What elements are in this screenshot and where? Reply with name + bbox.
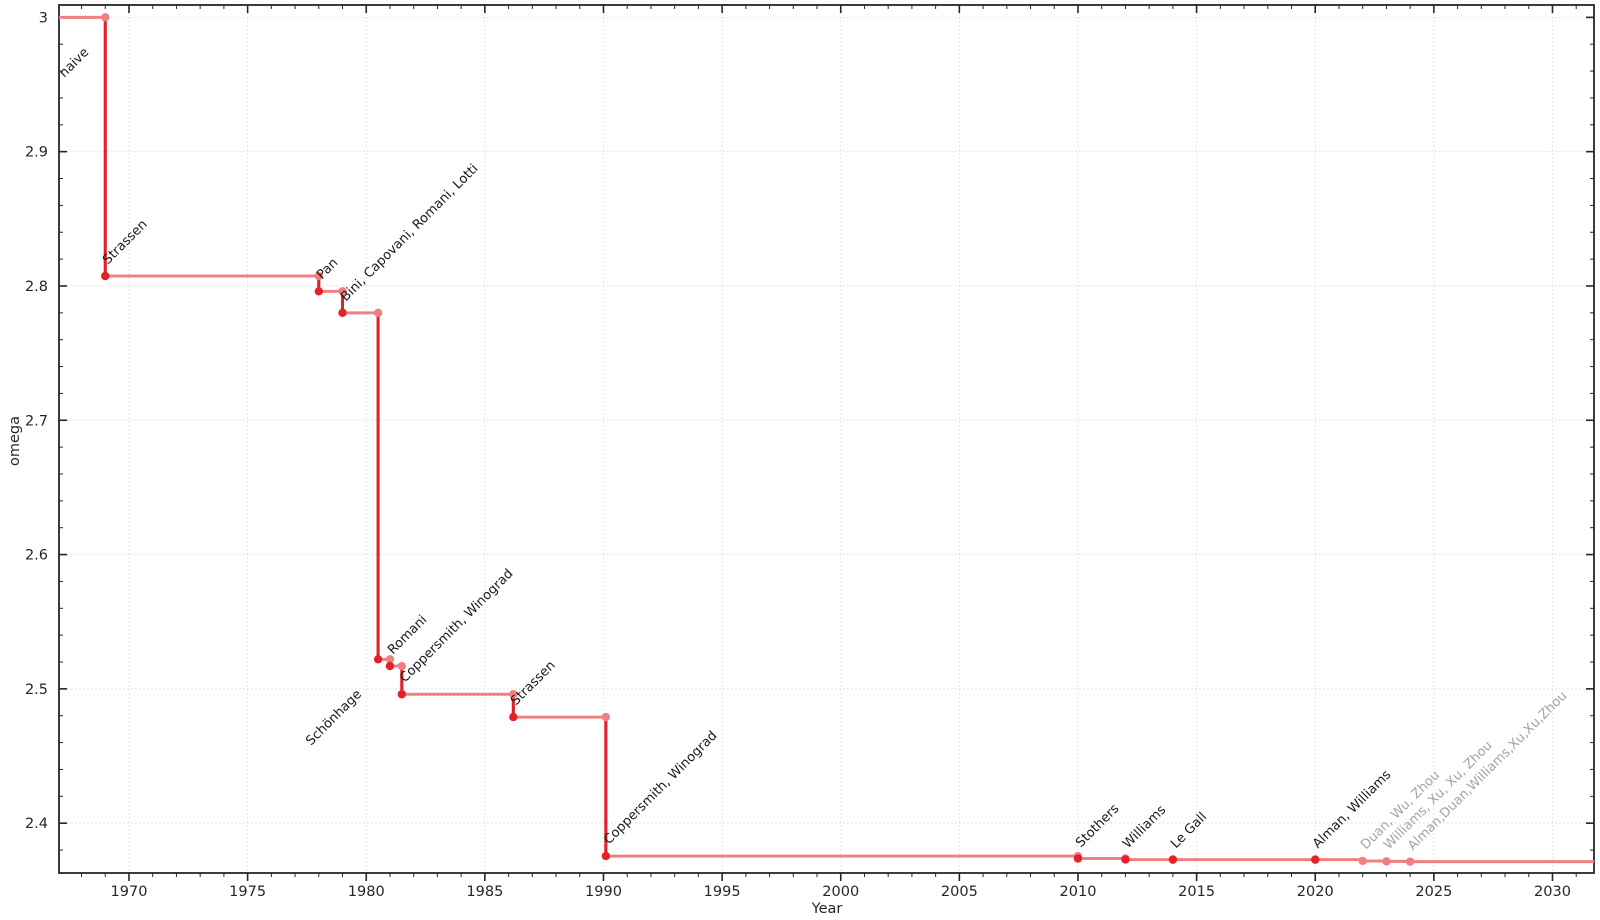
point-williams-2012 bbox=[1121, 855, 1130, 864]
step-line bbox=[59, 15, 1594, 864]
x-tick-label: 1990 bbox=[585, 884, 622, 900]
x-tick-label: 1975 bbox=[229, 884, 266, 900]
y-axis-label: omega bbox=[7, 415, 23, 467]
point-step-pan-1978 bbox=[314, 271, 323, 281]
point-strassen-1986 bbox=[509, 712, 518, 722]
point-step-strassen-1969 bbox=[101, 13, 110, 22]
plot-border bbox=[58, 4, 1595, 874]
x-tick-label: 2000 bbox=[822, 884, 859, 900]
y-tick-label: 2.7 bbox=[25, 413, 48, 429]
y-tick-label: 2.8 bbox=[25, 279, 48, 295]
point-bini-capovani-romani-lotti-1979 bbox=[338, 308, 347, 318]
x-tick-label: 2015 bbox=[1178, 884, 1215, 900]
x-tick-label: 1995 bbox=[704, 884, 741, 900]
x-tick-label: 2025 bbox=[1415, 884, 1452, 900]
ticks bbox=[59, 5, 1594, 881]
x-tick-label: 1980 bbox=[348, 884, 385, 900]
point-coppersmith-winograd-1982 bbox=[397, 690, 407, 699]
point-stothers-2010 bbox=[1073, 854, 1083, 863]
y-tick-label: 2.9 bbox=[25, 145, 48, 161]
point-step-coppersmith-winograd-1982 bbox=[397, 661, 407, 671]
point-step-williams-xu-xu-zhou-2023 bbox=[1382, 857, 1391, 866]
x-tick-label: 2030 bbox=[1534, 884, 1571, 900]
y-tick-label: 2.6 bbox=[25, 548, 48, 564]
gridlines bbox=[59, 5, 1594, 873]
point-schonhage-1981 bbox=[373, 655, 383, 664]
x-axis-label: Year bbox=[811, 901, 843, 917]
data-points bbox=[101, 13, 1415, 866]
x-tick-label: 1970 bbox=[111, 884, 148, 900]
y-tick-label: 3 bbox=[39, 10, 48, 26]
x-tick-label: 1985 bbox=[466, 884, 503, 900]
point-step-schonhage-1981 bbox=[373, 308, 383, 318]
point-le-gall-2014 bbox=[1168, 855, 1178, 864]
x-tick-label: 2005 bbox=[941, 884, 978, 900]
point-step-coppersmith-winograd-1990 bbox=[601, 712, 611, 722]
y-tick-label: 2.5 bbox=[25, 682, 48, 698]
point-step-alman-duan-williams-xu-xu-zhou-2024 bbox=[1405, 857, 1415, 866]
point-romani-1981 bbox=[385, 661, 395, 671]
point-alman-williams-2020 bbox=[1311, 855, 1320, 864]
point-coppersmith-winograd-1990 bbox=[601, 851, 611, 861]
x-tick-label: 2010 bbox=[1060, 884, 1097, 900]
y-tick-label: 2.4 bbox=[25, 816, 48, 832]
tick-labels: 1970 1975 1980 1985 1990 1995 2000 2005 2010 2015… bbox=[25, 10, 1571, 900]
point-strassen-1969 bbox=[101, 271, 110, 281]
point-step-duan-wu-zhou-2022 bbox=[1358, 856, 1367, 866]
point-step-strassen-1986 bbox=[509, 690, 518, 699]
point-step-romani-1981 bbox=[385, 655, 395, 664]
point-pan-1978 bbox=[314, 287, 323, 296]
x-tick-label: 2020 bbox=[1297, 884, 1334, 900]
point-step-bini-capovani-romani-lotti-1979 bbox=[338, 287, 347, 296]
